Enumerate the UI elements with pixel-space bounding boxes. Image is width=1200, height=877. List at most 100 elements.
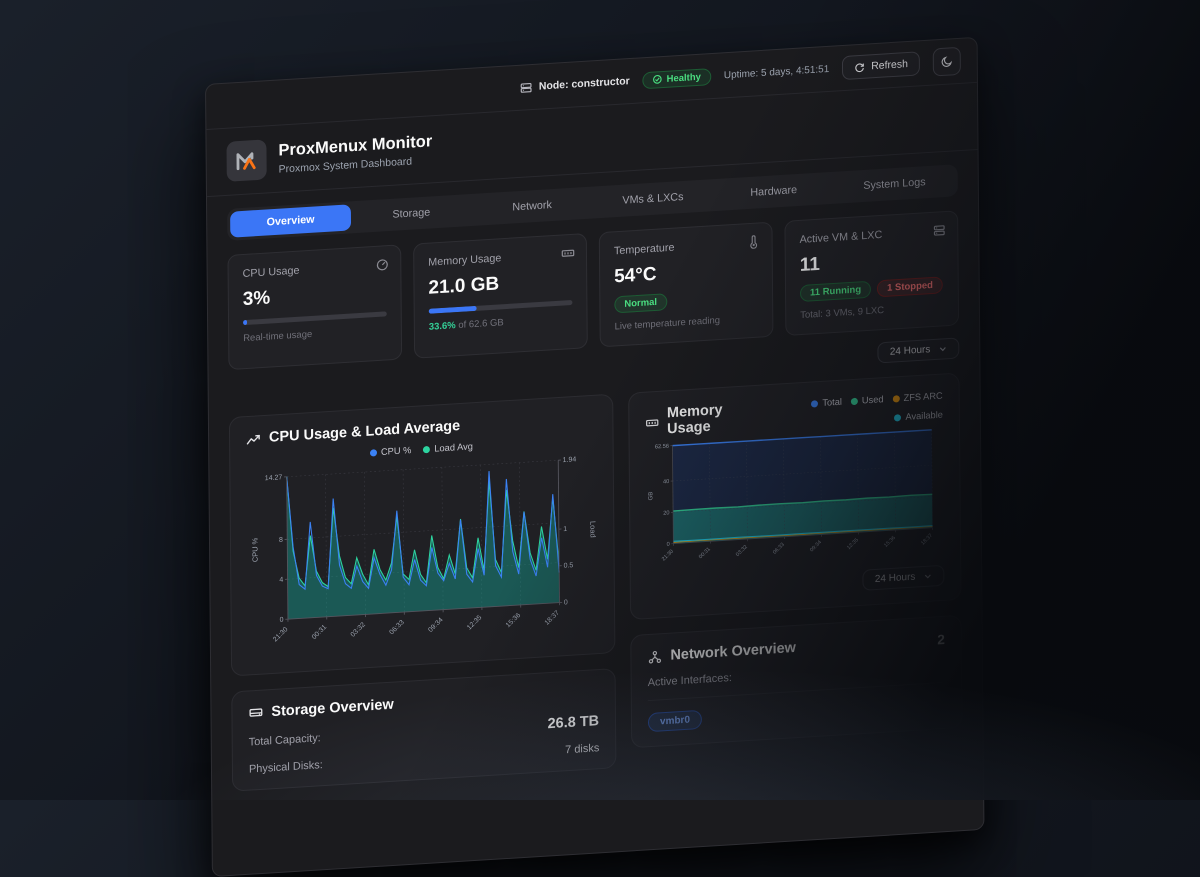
svg-text:18:37: 18:37 (920, 533, 934, 547)
content-grid: CPU Usage & Load Average CPU % Load Avg … (229, 372, 963, 791)
card-title: Network Overview (670, 640, 796, 664)
card-title: Temperature (614, 237, 758, 258)
check-circle-icon (653, 74, 663, 85)
network-icon (647, 649, 662, 665)
vm-count-value: 11 (800, 246, 944, 277)
active-vm-lxc-card: Active VM & LXC 11 11 Running 1 Stopped … (784, 210, 959, 336)
svg-text:03:32: 03:32 (350, 621, 367, 638)
legend-item-zfs-arc[interactable]: ZFS ARC (893, 391, 943, 404)
server-stack-icon (932, 223, 946, 238)
dashboard-panel: Node: constructor Healthy Uptime: 5 days… (205, 37, 984, 877)
svg-text:09:34: 09:34 (809, 540, 823, 554)
cpu-value: 3% (243, 280, 387, 311)
svg-text:8: 8 (279, 537, 283, 544)
legend-item-used[interactable]: Used (851, 394, 884, 406)
memory-value: 21.0 GB (428, 269, 572, 300)
svg-text:1.94: 1.94 (563, 456, 577, 464)
svg-text:18:37: 18:37 (544, 609, 561, 626)
svg-text:21:30: 21:30 (272, 626, 289, 643)
svg-text:0: 0 (667, 542, 670, 548)
card-title: Memory Usage (428, 248, 572, 269)
svg-text:GB: GB (648, 491, 654, 500)
node-label: Node: constructor (539, 75, 630, 93)
moon-icon (941, 55, 953, 68)
server-icon (520, 80, 533, 94)
svg-text:03:32: 03:32 (735, 544, 749, 558)
svg-text:00:31: 00:31 (311, 624, 328, 641)
svg-text:06:33: 06:33 (772, 542, 786, 556)
chart-title: CPU Usage & Load Average (269, 418, 460, 446)
physical-disks-value: 7 disks (565, 742, 599, 756)
health-badge: Healthy (643, 68, 711, 89)
network-overview-card: Network Overview 2 Active Interfaces: vm… (630, 615, 962, 748)
refresh-button[interactable]: Refresh (842, 51, 920, 80)
uptime-text: Uptime: 5 days, 4:51:51 (724, 63, 830, 80)
cpu-load-chart-card: CPU Usage & Load Average CPU % Load Avg … (229, 394, 616, 677)
svg-text:15:36: 15:36 (883, 535, 897, 549)
tab-overview[interactable]: Overview (230, 204, 351, 237)
svg-text:0: 0 (564, 599, 568, 606)
proxmenux-logo (226, 139, 266, 181)
time-range-select[interactable]: 24 Hours (878, 337, 960, 363)
card-title: CPU Usage (243, 259, 387, 280)
memory-icon (561, 246, 575, 261)
chevron-down-icon (923, 572, 932, 582)
svg-text:15:36: 15:36 (505, 612, 522, 629)
tab-hardware[interactable]: Hardware (713, 175, 834, 208)
tab-vms-lxcs[interactable]: VMs & LXCs (592, 182, 713, 215)
card-title: Storage Overview (271, 696, 393, 719)
trend-up-icon (246, 431, 261, 447)
cpu-caption: Real-time usage (243, 324, 387, 344)
svg-text:12:35: 12:35 (466, 614, 483, 631)
svg-text:21:30: 21:30 (661, 549, 675, 563)
svg-text:40: 40 (663, 479, 669, 485)
interface-badge[interactable]: vmbr0 (648, 710, 702, 732)
memory-time-range-select[interactable]: 24 Hours (863, 565, 945, 591)
dashboard-window: Node: constructor Healthy Uptime: 5 days… (205, 37, 984, 877)
svg-text:0.5: 0.5 (564, 562, 574, 570)
thermometer-icon (747, 234, 761, 249)
cpu-progress-bar (243, 311, 387, 325)
memory-chart: 0 20 40 62.56 21:30 00:31 03:32 06:33 09:34 12:35… (646, 421, 945, 576)
total-capacity-value: 26.8 TB (548, 713, 600, 732)
temperature-value: 54°C (614, 258, 758, 289)
svg-text:14.27: 14.27 (265, 474, 283, 482)
gauge-icon (375, 257, 389, 272)
svg-text:1: 1 (563, 526, 567, 533)
tab-network[interactable]: Network (472, 190, 593, 223)
card-title: Active VM & LXC (800, 225, 944, 246)
tab-storage[interactable]: Storage (351, 197, 472, 230)
cpu-usage-card: CPU Usage 3% Real-time usage (227, 244, 402, 370)
stopped-badge: 1 Stopped (877, 276, 943, 297)
svg-text:06:33: 06:33 (388, 619, 405, 636)
svg-text:09:34: 09:34 (427, 617, 444, 634)
tab-system-logs[interactable]: System Logs (834, 167, 955, 200)
svg-text:12:35: 12:35 (846, 537, 860, 551)
hard-drive-icon (248, 705, 263, 721)
svg-text:62.56: 62.56 (655, 444, 669, 451)
node-indicator: Node: constructor (520, 75, 630, 95)
temperature-card: Temperature 54°C Normal Live temperature… (599, 222, 774, 348)
memory-progress-bar (429, 300, 573, 314)
vm-caption: Total: 3 VMs, 9 LXC (800, 301, 944, 321)
svg-text:0: 0 (280, 617, 284, 624)
refresh-icon (854, 61, 865, 73)
temperature-caption: Live temperature reading (615, 313, 759, 333)
svg-text:20: 20 (663, 510, 669, 516)
legend-item-total[interactable]: Total (811, 397, 842, 409)
svg-text:4: 4 (279, 577, 283, 584)
memory-icon (645, 414, 659, 430)
svg-text:00:31: 00:31 (698, 546, 712, 560)
svg-text:CPU %: CPU % (250, 537, 259, 562)
running-badge: 11 Running (800, 281, 871, 302)
memory-chart-card: Memory Usage Total Used ZFS ARC Availabl… (628, 372, 961, 620)
chart-title: Memory Usage (667, 400, 761, 438)
temperature-status-badge: Normal (614, 293, 667, 313)
theme-toggle-button[interactable] (933, 47, 961, 77)
memory-usage-card: Memory Usage 21.0 GB 33.6% of 62.6 GB (413, 233, 588, 359)
chevron-down-icon (938, 344, 947, 354)
storage-overview-card: Storage Overview Total Capacity: 26.8 TB… (231, 668, 616, 792)
interface-count: 2 (937, 632, 945, 647)
memory-caption: 33.6% of 62.6 GB (429, 313, 573, 333)
cpu-load-chart: 0 4 8 14.27 0 0.5 1 1.94 21:30 00:31 03:32 06:33 09:… (246, 444, 598, 661)
